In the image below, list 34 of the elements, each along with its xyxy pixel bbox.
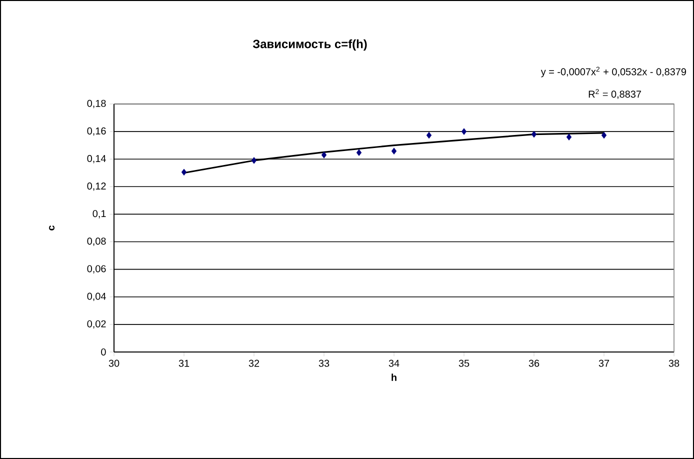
y-tick-label: 0,14 — [87, 154, 106, 164]
point — [531, 130, 537, 138]
text: y = -0,0007x$^{2}$ + 0,0532x - 0,8379 — [540, 66, 686, 78]
x-tick-label: 33 — [318, 360, 330, 367]
point — [391, 148, 397, 154]
chart-title: Зависимость c=f(h) — [252, 39, 367, 51]
point — [601, 132, 607, 139]
x-tick-label: 35 — [458, 360, 470, 367]
y-tick-label: 0,1 — [92, 210, 106, 218]
x-tick-label: 31 — [178, 360, 190, 367]
point — [426, 132, 432, 139]
x-tick-label: 32 — [248, 360, 260, 367]
y-tick-label: 0 — [101, 348, 106, 356]
y-axis-title: c — [49, 226, 54, 230]
y-tick-label: 0,02 — [87, 320, 106, 329]
x-tick-label: 37 — [598, 360, 610, 367]
x-tick-label: 38 — [668, 360, 680, 367]
y-tick-label: 0,18 — [87, 100, 106, 108]
point — [566, 134, 572, 140]
x-tick-label: 30 — [108, 360, 120, 367]
y-tick-label: 0,16 — [87, 127, 106, 136]
text: R$^{2}$ = 0,8837 — [588, 89, 641, 99]
x-tick-label: 34 — [388, 360, 400, 367]
x-tick-label: 36 — [528, 360, 540, 367]
x-axis-title: h — [392, 374, 396, 381]
y-tick-label: 0,08 — [87, 238, 106, 246]
y-tick-label: 0,04 — [87, 292, 106, 301]
point — [321, 152, 327, 158]
y-tick-label: 0,12 — [87, 182, 106, 191]
point — [461, 128, 467, 135]
point — [181, 168, 187, 176]
y-tick-label: 0,06 — [87, 265, 106, 274]
point — [356, 149, 362, 156]
point — [251, 157, 257, 164]
